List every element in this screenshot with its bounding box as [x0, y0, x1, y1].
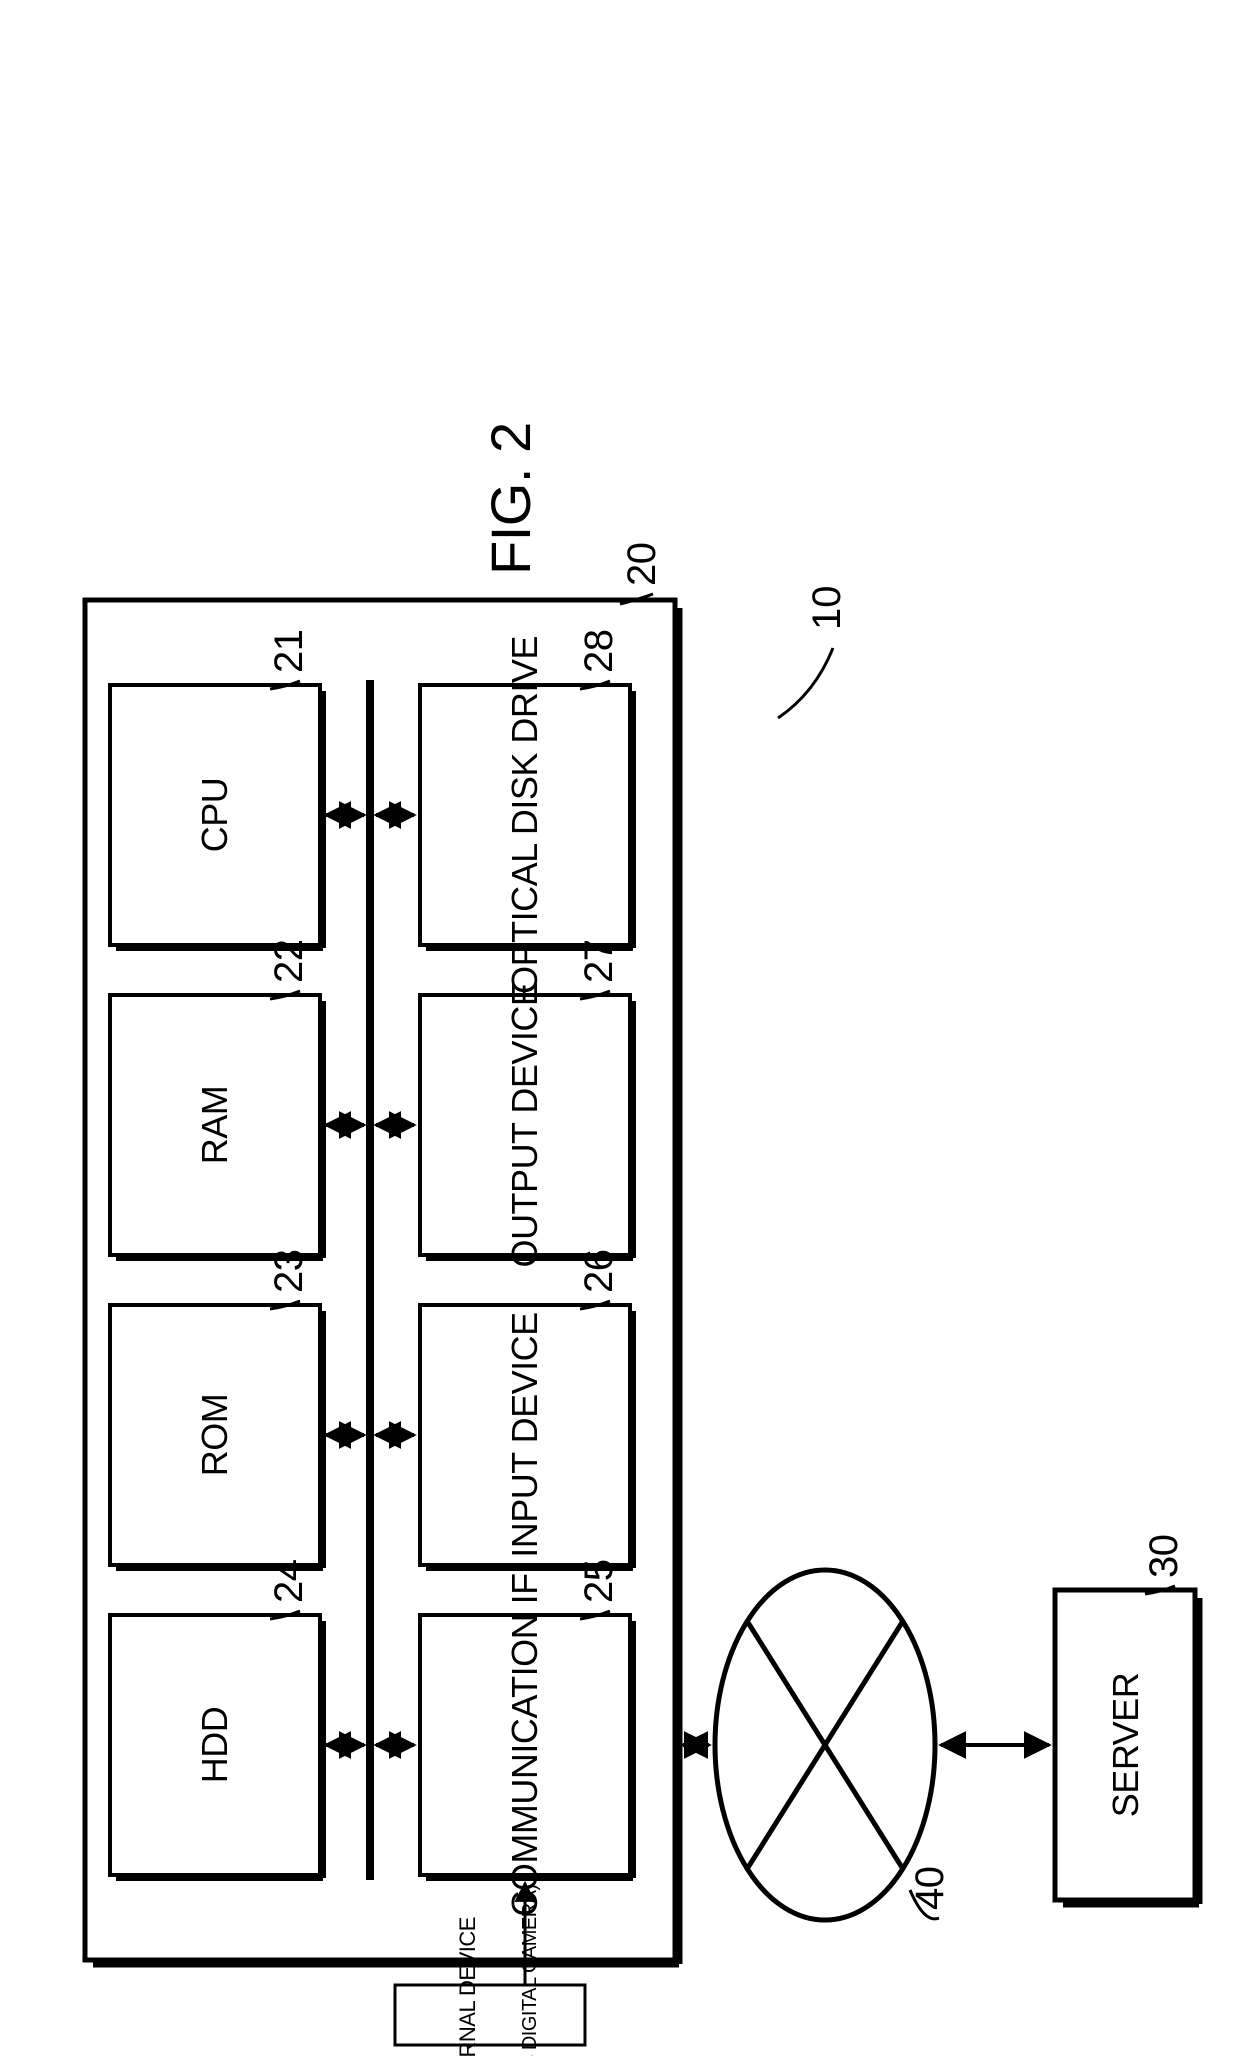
system-ref-label: 10 [805, 586, 849, 631]
external-device-block: EXTERNAL DEVICE (SUCH AS DIGITAL CAMERA) [395, 1884, 585, 2056]
figure-title: FIG. 2 [479, 422, 542, 575]
odd-ref-label: 28 [577, 630, 621, 674]
system-block-diagram: FIG. 2 10 20 CPU 21 RAM 22 ROM 23 HDD 24 OPTICAL … [0, 0, 1240, 2056]
server-ref-label: 30 [1142, 1535, 1186, 1579]
network-node: 40 [715, 1570, 952, 1920]
rom-label: ROM [194, 1394, 235, 1477]
input-label: INPUT DEVICE [504, 1312, 545, 1557]
output-ref-label: 27 [577, 940, 621, 984]
ram-ref-label: 22 [267, 940, 311, 984]
external-label-2: (SUCH AS DIGITAL CAMERA) [519, 1884, 541, 2056]
output-label: OUTPUT DEVICE [504, 983, 545, 1268]
cpu-label: CPU [194, 778, 235, 853]
external-label-1: EXTERNAL DEVICE [455, 1917, 480, 2056]
rom-ref-label: 23 [267, 1250, 311, 1294]
server-label: SERVER [1105, 1673, 1146, 1817]
input-ref-label: 26 [577, 1250, 621, 1294]
odd-label: OPTICAL DISK DRIVE [504, 636, 545, 994]
system-ref-leader [778, 648, 833, 718]
cpu-ref-label: 21 [267, 630, 311, 674]
comm-label: COMMUNICATION IF [504, 1573, 545, 1916]
computer-ref-label: 20 [620, 543, 664, 587]
hdd-ref-label: 24 [267, 1559, 311, 1603]
ram-label: RAM [194, 1086, 235, 1165]
server-block: SERVER 30 [1055, 1535, 1199, 1905]
hdd-label: HDD [194, 1707, 235, 1784]
comm-ref-label: 25 [577, 1560, 621, 1604]
external-outline [395, 1985, 585, 2045]
computer-block: 20 CPU 21 RAM 22 ROM 23 HDD 24 OPTICAL DISK DRIVE… [85, 543, 679, 1965]
network-ref-label: 40 [908, 1867, 952, 1911]
